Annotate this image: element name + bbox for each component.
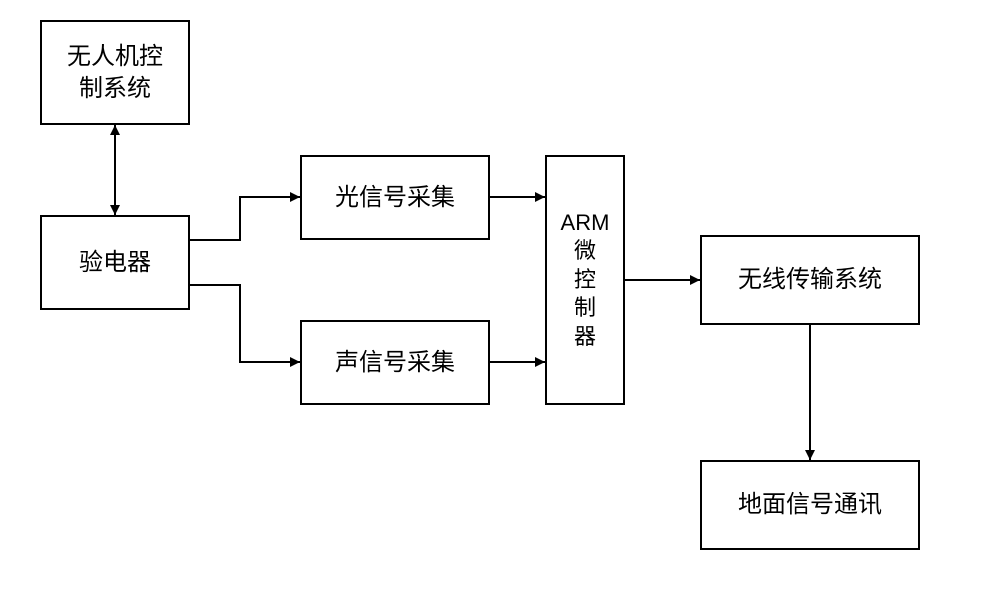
diagram-canvas: 无人机控制系统 验电器 光信号采集 声信号采集 ARM微控制器 无线传输系统 地…: [0, 0, 1000, 610]
node-ground-comm: 地面信号通讯: [700, 460, 920, 550]
node-sound-signal: 声信号采集: [300, 320, 490, 405]
node-uav-control: 无人机控制系统: [40, 20, 190, 125]
node-wireless: 无线传输系统: [700, 235, 920, 325]
node-label: 无人机控制系统: [67, 41, 163, 103]
node-label: 无线传输系统: [738, 264, 882, 295]
node-electroscope: 验电器: [40, 215, 190, 310]
node-label: 声信号采集: [335, 347, 455, 378]
node-light-signal: 光信号采集: [300, 155, 490, 240]
node-label: ARM微控制器: [561, 209, 610, 352]
edge-electroscope-light: [190, 197, 300, 240]
node-arm-mcu: ARM微控制器: [545, 155, 625, 405]
node-label: 地面信号通讯: [738, 489, 882, 520]
node-label: 验电器: [79, 247, 151, 278]
node-label: 光信号采集: [335, 182, 455, 213]
edge-electroscope-sound: [190, 285, 300, 362]
